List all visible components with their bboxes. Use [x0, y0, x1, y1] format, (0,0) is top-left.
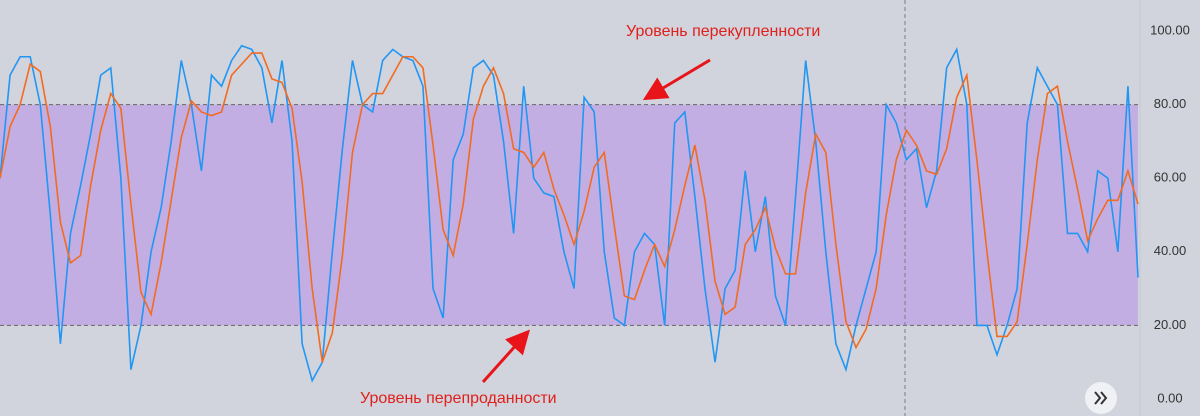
y-axis: 0.00 20.00 40.00 60.00 80.00 100.00 [1150, 22, 1190, 405]
lines-layer [0, 44, 1139, 383]
band-layer [0, 104, 1138, 326]
series-line [0, 44, 1139, 383]
y-tick-label: 80.00 [1154, 96, 1187, 111]
y-tick-label: 60.00 [1154, 170, 1187, 185]
series-line [0, 52, 1139, 363]
arrow [481, 329, 531, 384]
y-tick-label: 0.00 [1157, 390, 1182, 405]
y-tick-label: 100.00 [1150, 22, 1190, 37]
annotation: Уровень перекупленности [626, 23, 820, 40]
button-icon[interactable] [1094, 391, 1108, 405]
annotation: Уровень перепроданности [360, 390, 557, 407]
arrow [642, 58, 711, 101]
y-tick-label: 20.00 [1154, 317, 1187, 332]
scroll-button[interactable] [1085, 382, 1117, 414]
band-fill [0, 104, 1138, 326]
y-tick-label: 40.00 [1154, 243, 1187, 258]
